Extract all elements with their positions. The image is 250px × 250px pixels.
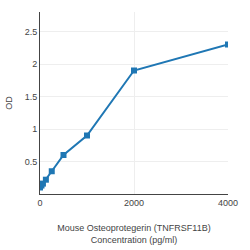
svg-text:0: 0	[37, 198, 42, 208]
svg-text:OD: OD	[4, 96, 14, 110]
svg-text:1.5: 1.5	[25, 92, 38, 102]
svg-text:1: 1	[32, 124, 37, 134]
svg-text:2000: 2000	[124, 198, 144, 208]
svg-text:2: 2	[32, 59, 37, 69]
svg-text:Mouse Osteoprotegerin (TNFRSF1: Mouse Osteoprotegerin (TNFRSF11B)Concent…	[57, 223, 210, 245]
svg-text:4000: 4000	[218, 198, 238, 208]
svg-text:0.5: 0.5	[25, 157, 38, 167]
svg-text:2.5: 2.5	[25, 27, 38, 37]
